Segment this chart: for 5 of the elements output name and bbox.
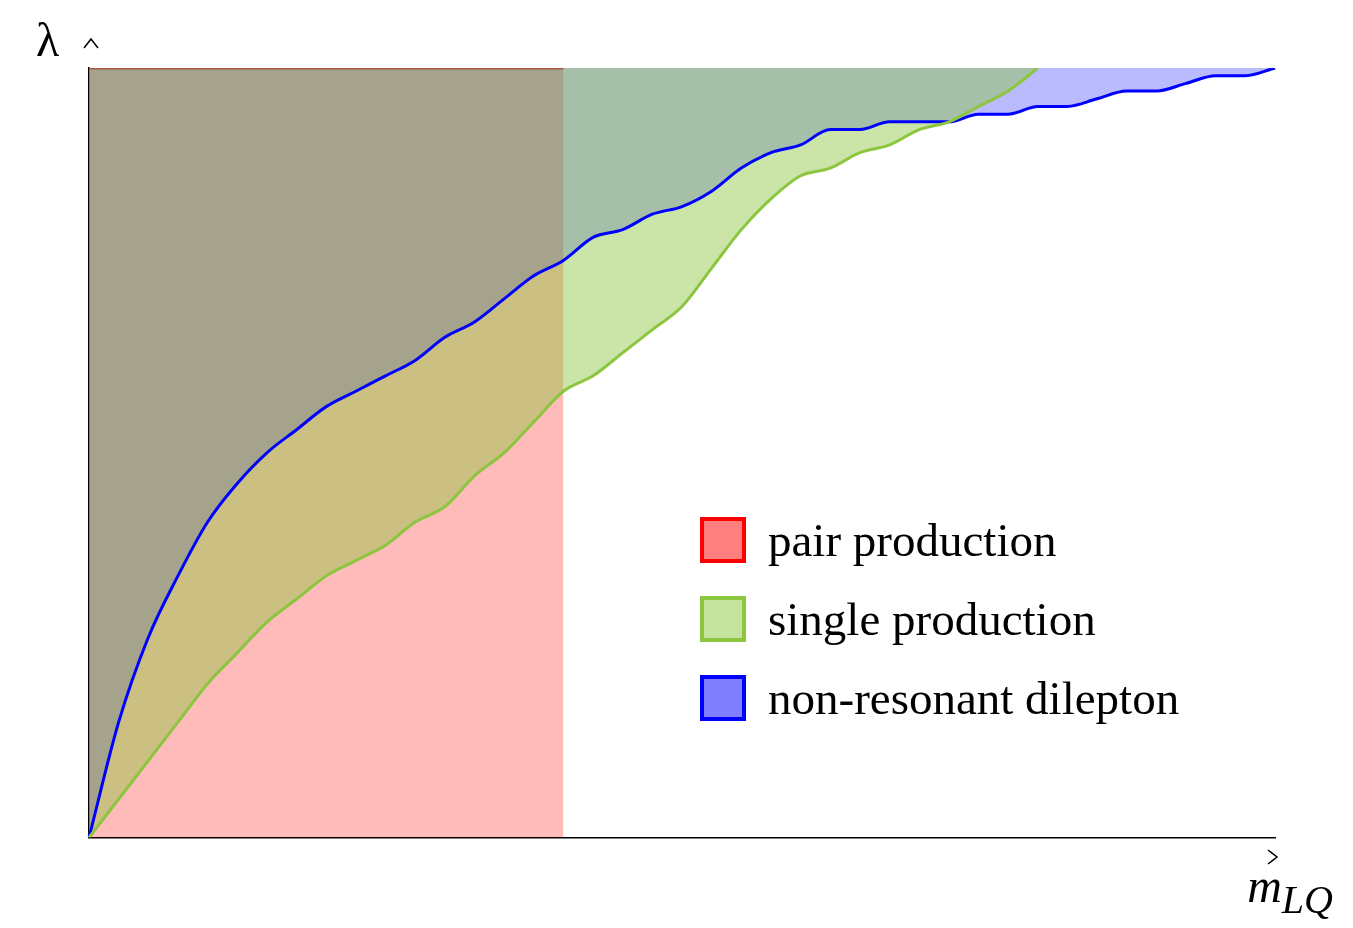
y-axis-title: λ [36, 12, 60, 67]
legend-label: pair production [768, 512, 1057, 567]
legend-label: non-resonant dilepton [768, 670, 1180, 725]
legend-label: single production [768, 591, 1096, 646]
x-axis-title: m$_{LQ}$ [1247, 858, 1333, 923]
